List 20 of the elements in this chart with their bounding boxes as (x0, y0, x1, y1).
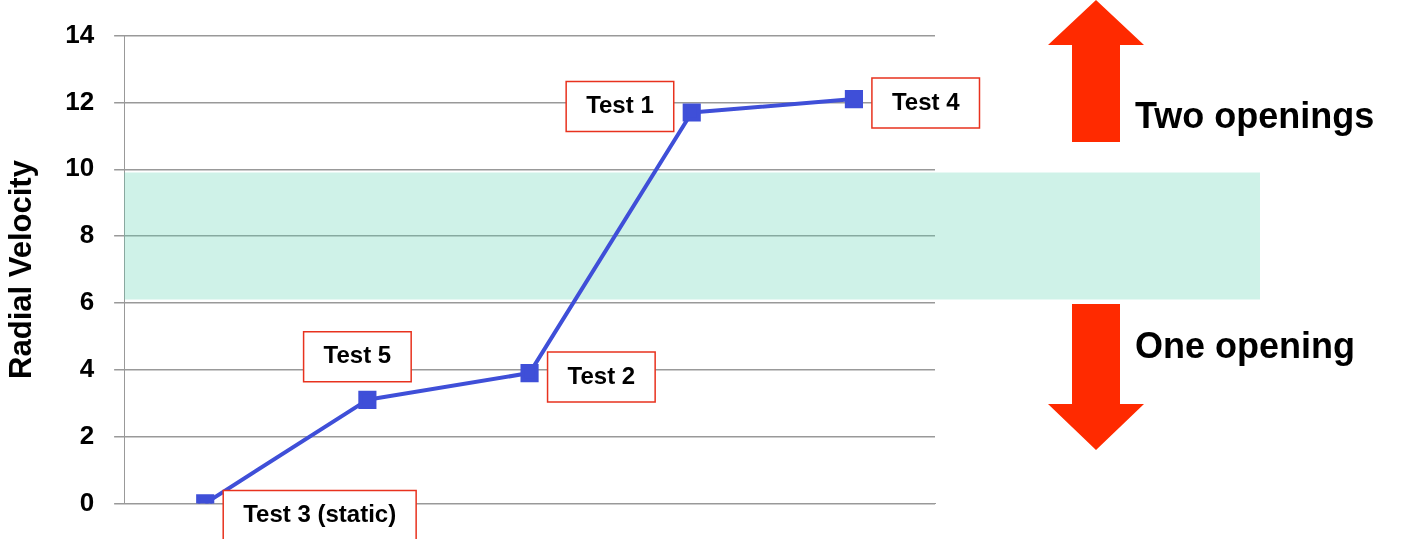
text: One opening (1135, 325, 1355, 366)
y-tick-label: 8 (79, 219, 95, 250)
data-label: Test 5 (323, 341, 392, 369)
data-label: Test 1 (586, 91, 654, 119)
point (520, 364, 539, 383)
data-label: Test 2 (567, 361, 636, 389)
text: Two openings (1135, 95, 1375, 136)
y-tick-label: 0 (79, 486, 95, 517)
y-tick-label: 2 (79, 419, 95, 450)
y-axis-title: Radial Velocity (3, 159, 39, 379)
y-tick-label: 14 (65, 18, 95, 49)
point (682, 103, 701, 122)
point (844, 90, 863, 109)
y-tick-label: 4 (79, 352, 95, 383)
y-tick-label: 6 (79, 286, 95, 317)
point (358, 390, 377, 409)
data-label: Test 3 (static) (243, 500, 397, 528)
y-tick-label: 12 (65, 85, 95, 116)
data-label: Test 4 (891, 87, 961, 115)
y-tick-label: 10 (65, 152, 95, 183)
